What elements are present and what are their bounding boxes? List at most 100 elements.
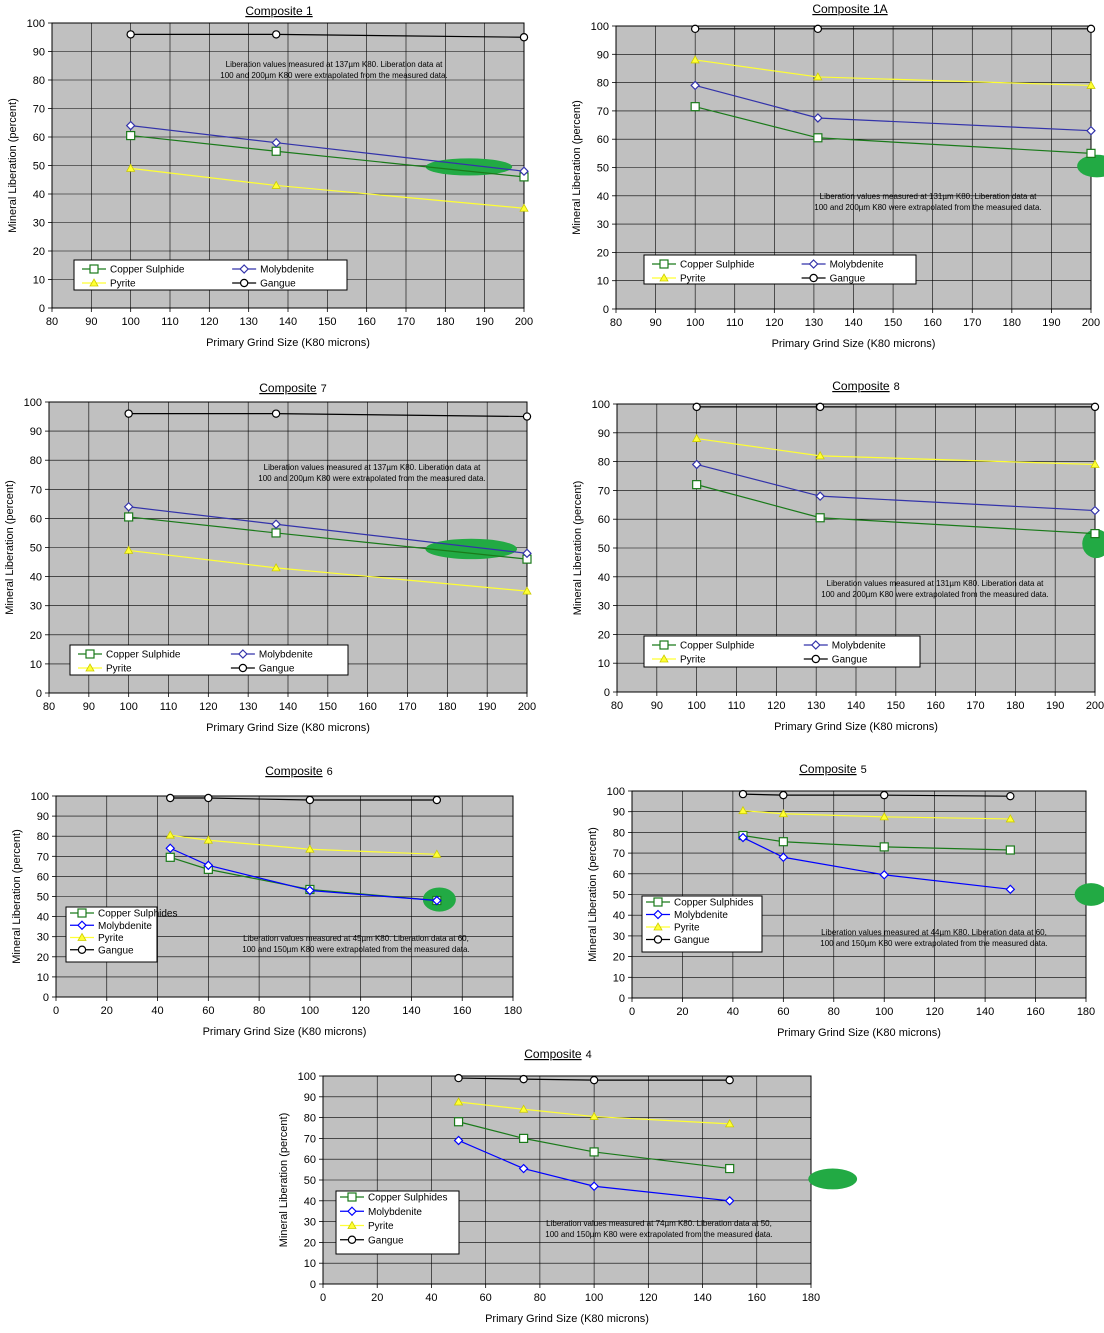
data-point [519,166,529,177]
y-tick-label: 70 [597,106,609,118]
y-tick-label: 60 [598,514,610,526]
y-tick-label: 20 [30,630,42,642]
y-tick-label: 90 [30,426,42,438]
y-tick-label: 80 [37,831,49,843]
y-tick-label: 40 [304,1196,316,1208]
x-tick-label: 170 [398,701,416,713]
gridlines [631,790,1087,999]
data-point [272,30,281,39]
legend-entry: Copper Sulphide [78,649,181,661]
data-point [519,33,529,42]
x-tick-label: 60 [202,1005,214,1017]
legend-entry: Gangue [70,945,134,956]
highlight-mark [1077,154,1104,178]
y-tick-label: 40 [37,912,49,924]
legend-label: Gangue [368,1235,404,1246]
data-point [879,812,889,821]
data-point [778,852,789,863]
legend-swatch-marker [77,920,87,931]
y-axis-title: Mineral Liberation (percent) [572,481,584,616]
data-point [519,1074,528,1084]
data-point [690,24,700,34]
chart-panel-3: 80 90 100 110 120 130 140 150 160 170 180 190 200 0 10… [4,381,536,734]
series-line [742,834,1011,851]
y-tick-label: 60 [37,871,49,883]
chart-title-main: Composite 1 [245,4,313,18]
legend-entry: Copper Sulphides [646,897,754,909]
series-pyrite [738,805,1016,823]
legend: Copper Sulphide Molybdenite Pyrite Gangue [69,644,349,676]
annotation-note: Liberation values measured at 131µm K80.… [827,579,1045,588]
x-tick-label: 80 [534,1292,546,1304]
y-tick-label: 100 [607,786,625,798]
x-tick-label: 150 [884,317,902,329]
annotation-note: Liberation values measured at 74µm K80. … [546,1219,772,1228]
legend-swatch-marker [347,1220,357,1229]
y-tick-label: 70 [30,484,42,496]
legend-label: Molybdenite [674,910,728,921]
x-tick-label: 100 [119,701,137,713]
y-tick-label: 20 [598,629,610,641]
legend-entry: Gangue [232,279,296,290]
y-tick-label: 40 [33,189,45,201]
data-point [125,120,136,131]
data-point [738,832,748,843]
data-point [1090,402,1100,412]
legend-swatch-marker [659,640,669,650]
data-point [813,133,823,143]
data-point [305,844,315,853]
annotation-note: 100 and 200µm K80 were extrapolated from… [258,474,485,483]
legend-swatch-marker [77,932,87,941]
x-axis-title: Primary Grind Size (K80 microns) [203,1026,367,1038]
x-tick-label: 140 [279,316,297,328]
legend-label: Gangue [98,945,134,956]
x-tick-label: 100 [121,316,139,328]
series-line [170,797,437,801]
series-gangue [166,793,442,805]
data-point [305,795,315,805]
data-point [879,842,889,852]
data-point [203,860,214,871]
data-point [522,548,532,559]
data-point [589,1075,599,1085]
series-pyrite [690,55,1096,89]
chart-title-number: 7 [321,383,327,395]
data-point [691,459,702,470]
chart-title: Composite 6 [265,764,332,778]
y-tick-label: 20 [37,952,49,964]
x-tick-label: 120 [199,701,217,713]
y-tick-label: 70 [598,485,610,497]
x-tick-label: 130 [239,701,257,713]
series-gangue [738,789,1015,801]
legend-label: Pyrite [368,1221,394,1232]
data-point [271,519,281,530]
data-point [815,513,825,523]
series-line [458,1121,730,1170]
legend-swatch-marker [239,264,249,274]
legend-swatch-marker [89,278,99,287]
x-tick-label: 130 [239,316,257,328]
legend-swatch-marker [347,1206,357,1217]
legend-swatch-marker [347,1235,357,1244]
legend-swatch-marker [653,935,663,944]
x-tick-label: 90 [85,316,97,328]
legend-label: Copper Sulphide [106,650,181,661]
x-tick-label: 130 [807,700,825,712]
x-tick-label: 120 [351,1005,369,1017]
legend-label: Copper Sulphides [368,1193,448,1204]
data-point [690,55,700,64]
data-point [522,412,532,421]
x-tick-label: 0 [53,1005,59,1017]
x-tick-label: 160 [748,1292,766,1304]
data-point [432,795,442,805]
y-tick-label: 40 [613,910,625,922]
chart-title-number: 4 [586,1049,592,1061]
x-tick-label: 110 [728,700,746,712]
legend-swatch-marker [347,1192,357,1202]
series-line [742,793,1011,797]
legend-label: Pyrite [680,655,706,666]
y-tick-label: 20 [597,247,609,259]
data-point [126,130,136,141]
legend-entry: Molybdenite [646,909,728,921]
